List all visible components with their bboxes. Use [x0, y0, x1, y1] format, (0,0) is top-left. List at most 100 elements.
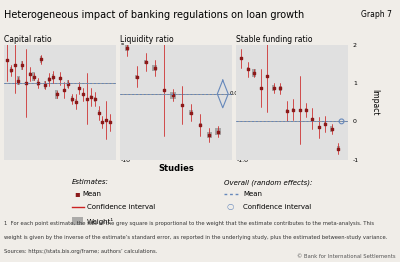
- Point: [322, 122, 329, 126]
- Point: [50, 75, 56, 79]
- Point: [80, 92, 86, 96]
- Bar: [152, 65, 157, 71]
- Text: Capital ratio: Capital ratio: [4, 35, 52, 44]
- Text: Mean: Mean: [243, 191, 262, 197]
- Bar: [98, 110, 99, 115]
- Bar: [37, 80, 38, 86]
- Point: [12, 63, 18, 68]
- Bar: [312, 117, 313, 120]
- Point: [309, 116, 316, 121]
- Bar: [10, 67, 12, 73]
- Bar: [292, 108, 294, 111]
- Text: Mean: Mean: [82, 191, 101, 197]
- Point: [19, 63, 26, 68]
- Bar: [163, 89, 164, 90]
- Bar: [198, 123, 202, 127]
- Point: [133, 74, 140, 79]
- Point: [284, 108, 290, 113]
- Text: Heterogeneous impact of banking regulations on loan growth: Heterogeneous impact of banking regulati…: [4, 10, 304, 20]
- Bar: [240, 57, 242, 60]
- Point: [27, 72, 33, 76]
- Bar: [17, 76, 20, 85]
- Bar: [299, 110, 300, 111]
- Bar: [260, 87, 261, 89]
- Point: [23, 81, 29, 85]
- Bar: [75, 99, 76, 104]
- Bar: [52, 74, 54, 79]
- Text: Confidence interval: Confidence interval: [87, 204, 156, 210]
- Bar: [144, 60, 148, 64]
- Text: © Bank for International Settlements: © Bank for International Settlements: [297, 254, 396, 259]
- Bar: [40, 56, 42, 63]
- Bar: [279, 86, 282, 91]
- Point: [258, 86, 264, 90]
- Text: weight is given by the inverse of the estimate’s standard error, as reported in : weight is given by the inverse of the es…: [4, 235, 387, 240]
- Bar: [267, 75, 268, 76]
- Point: [88, 95, 94, 99]
- Point: [188, 111, 194, 115]
- Bar: [135, 74, 138, 79]
- Point: [76, 86, 83, 90]
- Bar: [60, 76, 61, 81]
- Text: ○: ○: [226, 203, 234, 211]
- Bar: [337, 146, 340, 151]
- Bar: [215, 128, 221, 135]
- Bar: [82, 92, 84, 97]
- Point: [84, 97, 90, 101]
- Point: [197, 123, 203, 127]
- Point: [338, 119, 345, 123]
- Bar: [90, 95, 92, 99]
- Text: 0.0: 0.0: [230, 91, 239, 96]
- Bar: [102, 119, 103, 124]
- Point: [270, 86, 277, 90]
- Bar: [21, 61, 24, 70]
- Bar: [286, 109, 288, 112]
- Bar: [305, 108, 307, 112]
- Bar: [207, 132, 212, 138]
- Point: [69, 97, 75, 101]
- Point: [30, 74, 37, 79]
- Point: [245, 67, 251, 72]
- Bar: [94, 97, 95, 102]
- Bar: [56, 90, 58, 99]
- Bar: [272, 85, 276, 91]
- Text: Weight¹: Weight¹: [87, 218, 114, 225]
- Point: [142, 60, 149, 64]
- Point: [152, 66, 158, 70]
- Bar: [330, 126, 334, 132]
- Bar: [79, 85, 80, 90]
- Point: [8, 68, 14, 72]
- Point: [65, 82, 71, 86]
- Text: ▪: ▪: [74, 189, 80, 198]
- Bar: [29, 72, 30, 76]
- Point: [42, 83, 48, 87]
- Point: [335, 147, 342, 151]
- Bar: [125, 45, 130, 51]
- Bar: [67, 80, 69, 88]
- Bar: [181, 104, 183, 106]
- Point: [46, 77, 52, 81]
- Point: [251, 71, 258, 75]
- Point: [206, 133, 212, 137]
- Text: Sources: https://stats.bis.org/frame; authors’ calculations.: Sources: https://stats.bis.org/frame; au…: [4, 249, 157, 254]
- Point: [277, 86, 284, 90]
- Y-axis label: Impact: Impact: [370, 89, 379, 116]
- Point: [264, 74, 270, 78]
- Bar: [44, 80, 46, 89]
- Point: [95, 111, 102, 115]
- Point: [54, 92, 60, 96]
- Point: [179, 103, 185, 107]
- Text: Confidence interval: Confidence interval: [243, 204, 312, 210]
- Point: [15, 79, 22, 83]
- Text: Overall (random effects):: Overall (random effects):: [224, 179, 312, 186]
- Bar: [170, 92, 176, 99]
- Point: [99, 120, 106, 124]
- Point: [72, 100, 79, 104]
- Bar: [318, 126, 320, 129]
- Point: [238, 56, 245, 60]
- Point: [290, 107, 296, 112]
- Bar: [252, 69, 256, 77]
- Point: [296, 108, 303, 112]
- Point: [215, 129, 222, 134]
- Point: [61, 88, 68, 92]
